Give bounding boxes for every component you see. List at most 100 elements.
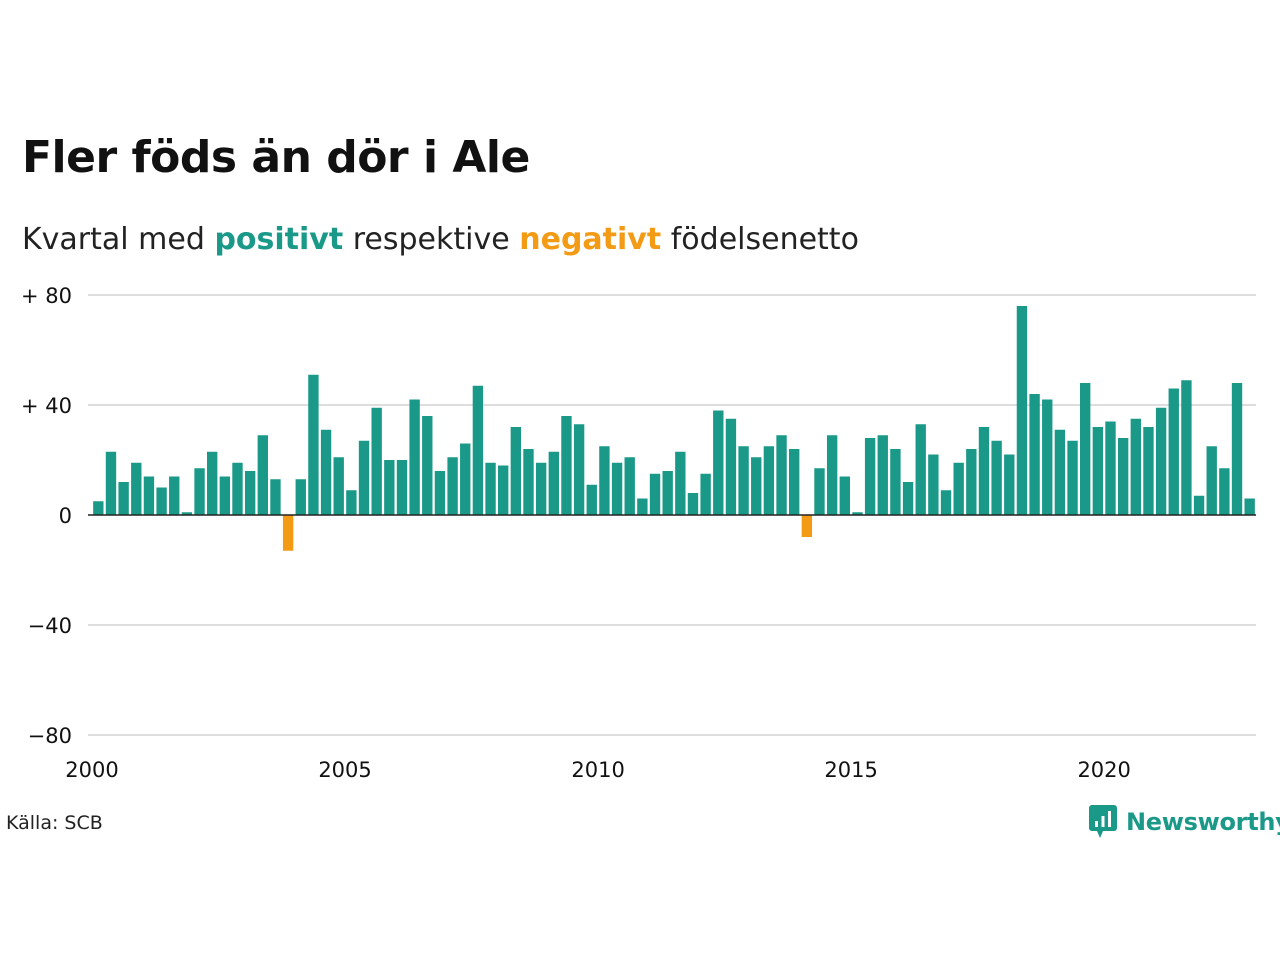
chart-title: Fler föds än dör i Ale [22,132,530,183]
bar-positive [978,427,990,515]
bar-positive [776,435,787,515]
bar-positive [485,462,496,515]
bar-positive [1042,399,1053,515]
chart-subtitle: Kvartal med positivt respektive negativt… [22,222,859,257]
bar-positive [105,451,117,515]
bar-positive [270,479,281,515]
bar-positive [991,440,1002,515]
subtitle-middle: respektive [352,222,510,257]
bar-positive [637,498,648,515]
bar-positive [409,399,420,515]
source-note: Källa: SCB [6,812,103,834]
bar-positive [434,471,446,515]
bar-positive [915,424,926,515]
bar-positive [586,484,597,515]
subtitle-negative-word: negativt [519,222,662,257]
bars [93,306,1255,551]
bar-positive [447,457,458,515]
bar-positive [346,490,357,515]
bar-positive [687,493,699,515]
bar-positive [1029,394,1040,515]
bar-negative [801,515,813,537]
bar-chart: + 80 + 40 0 −40 −80 2000 2005 2010 2015 2020 [21,284,1256,782]
bar-positive [510,427,522,515]
bar-positive [1193,495,1205,515]
bar-positive [1004,454,1015,515]
bar-positive [1168,388,1179,515]
bar-positive [700,473,711,515]
bar-positive [498,465,509,515]
bar-positive [864,438,876,515]
bar-positive [852,512,863,515]
bar-positive [1067,440,1078,515]
bar-positive [143,476,155,515]
bar-positive [295,479,306,515]
subtitle-suffix: födelsenetto [670,222,859,257]
bar-positive [207,451,218,515]
y-tick-label: + 40 [21,394,72,418]
bar-positive [649,473,661,515]
bar-positive [928,454,939,515]
bar-positive [232,462,243,515]
bar-positive [219,476,231,515]
y-tick-label: −80 [28,724,72,748]
bar-positive [1143,427,1154,515]
newsworthy-logo-icon [1089,805,1117,838]
bar-positive [244,471,256,515]
bar-positive [940,490,952,515]
bar-positive [1080,383,1091,515]
bar-positive [675,451,686,515]
brand-name: Newsworthy [1126,808,1280,836]
bar-positive [181,512,193,515]
bar-positive [877,435,888,515]
bar-positive [384,460,395,515]
bar-positive [535,462,547,515]
bar-positive [1219,468,1230,515]
bar-positive [169,476,180,515]
bar-positive [472,385,484,515]
bar-positive [966,449,977,515]
x-tick-label: 2010 [571,758,624,782]
y-tick-label: −40 [28,614,72,638]
bar-positive [308,374,319,515]
bar-positive [371,407,382,515]
bar-positive [422,416,433,515]
bar-positive [1244,498,1255,515]
x-tick-label: 2020 [1077,758,1130,782]
bar-positive [257,435,268,515]
bar-positive [751,457,762,515]
bar-positive [826,435,838,515]
bar-positive [396,460,408,515]
bar-positive [118,482,129,515]
bar-positive [561,416,572,515]
bar-positive [131,462,142,515]
bar-positive [1117,438,1129,515]
subtitle-prefix: Kvartal med [22,222,205,257]
bar-positive [1231,383,1243,515]
bar-positive [1155,407,1167,515]
brand-logo[interactable]: Newsworthy [1088,804,1280,840]
bar-positive [763,446,775,515]
bar-positive [1130,418,1141,515]
bar-positive [890,449,901,515]
bar-positive [725,418,737,515]
bar-positive [1206,446,1217,515]
bar-positive [953,462,964,515]
bar-positive [1016,306,1028,515]
bar-positive [358,440,370,515]
x-axis-ticks: 2000 2005 2010 2015 2020 [65,758,1131,782]
bar-positive [1054,429,1066,515]
gridlines [88,294,1256,736]
subtitle-positive-word: positivt [214,222,344,257]
bar-negative [282,515,294,551]
y-axis-ticks: + 80 + 40 0 −40 −80 [21,284,72,748]
bar-positive [1181,380,1192,515]
bar-positive [548,451,559,515]
y-tick-label: + 80 [21,284,72,308]
bar-positive [611,462,623,515]
bar-positive [599,446,610,515]
bar-positive [902,482,914,515]
bar-positive [156,487,167,515]
bar-positive [194,468,205,515]
bar-positive [738,446,749,515]
